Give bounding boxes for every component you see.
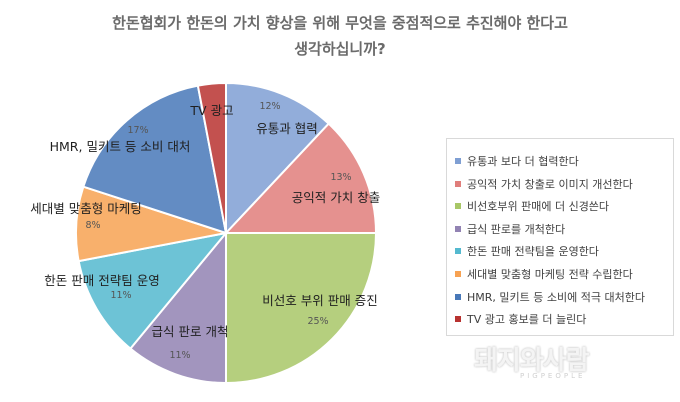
slice-category-label: 한돈 판매 전략팀 운영 [44, 273, 159, 288]
slice-percent-label: 17% [127, 125, 148, 136]
slice-category-label: 공익적 가치 창출 [292, 190, 380, 205]
legend-item: 공익적 가치 창출로 이미지 개선한다 [455, 174, 633, 194]
legend-swatch [455, 158, 461, 164]
legend-label: 한돈 판매 전략팀을 운영한다 [467, 245, 599, 259]
legend-label: 세대별 맞춤형 마케팅 전략 수립한다 [467, 268, 633, 281]
legend-label: 급식 판로를 개척한다 [467, 222, 566, 236]
legend-label: 비선호부위 판매에 더 신경쓴다 [467, 200, 610, 214]
legend-item: 유통과 보다 더 협력한다 [455, 151, 579, 171]
legend-label: TV 광고 홍보를 더 늘린다 [467, 313, 587, 327]
legend-label: 공익적 가치 창출로 이미지 개선한다 [467, 177, 633, 191]
pie-slice [225, 232, 378, 385]
slice-category-label: 비선호 부위 판매 증진 [262, 293, 377, 308]
legend-swatch [455, 203, 461, 210]
chart-title-line-2: 생각하십니까? [294, 40, 386, 58]
slice-category-label: TV 광고 [189, 103, 233, 118]
slice-category-label: HMR, 밀키트 등 소비 대처 [50, 139, 191, 154]
slice-percent-label: 12% [259, 101, 280, 112]
legend-item: TV 광고 홍보를 더 늘린다 [455, 309, 586, 329]
legend-swatch [455, 225, 461, 232]
legend-swatch [455, 180, 461, 187]
watermark-subtext: PIGPEOPLE [520, 372, 586, 380]
slice-category-label: 급식 판로 개척 [152, 324, 229, 339]
pie-slice [223, 122, 378, 234]
slice-percent-label: 13% [330, 172, 351, 183]
legend-item: 한돈 판매 전략팀을 운영한다 [455, 241, 599, 261]
pie-slice [225, 81, 331, 236]
legend-item: 비선호부위 판매에 더 신경쓴다 [455, 196, 609, 216]
legend-item: 세대별 맞춤형 마케팅 전략 수립한다 [455, 264, 633, 284]
slice-category-label: 세대별 맞춤형 마케팅 [30, 201, 141, 216]
legend-swatch [455, 293, 461, 300]
legend-swatch [455, 316, 461, 323]
legend-label: 유통과 보다 더 협력한다 [467, 155, 579, 168]
pie-slice [128, 230, 227, 385]
pie-slice [196, 81, 227, 234]
legend-item: 급식 판로를 개척한다 [455, 219, 565, 239]
chart-title-line-1: 한돈협회가 한돈의 가치 향상을 위해 무엇을 중점적으로 추진해야 한다고 [112, 14, 568, 32]
slice-percent-label: 25% [307, 316, 328, 327]
slice-percent-label: 8% [85, 220, 100, 231]
slice-category-label: 유통과 협력 [256, 121, 317, 136]
slice-percent-label: 11% [110, 290, 131, 301]
watermark-logo: 돼지와사람 PIGPEOPLE [444, 336, 674, 386]
legend-swatch [455, 271, 461, 277]
legend-swatch [455, 248, 461, 255]
watermark-text: 돼지와사람 [474, 346, 590, 376]
pie-slice [82, 84, 228, 235]
legend-item: HMR, 밀키트 등 소비에 적극 대처한다 [455, 287, 645, 307]
pie-slice [77, 231, 229, 350]
legend-label: HMR, 밀키트 등 소비에 적극 대처한다 [467, 290, 645, 304]
slice-percent-label: 11% [169, 350, 190, 361]
